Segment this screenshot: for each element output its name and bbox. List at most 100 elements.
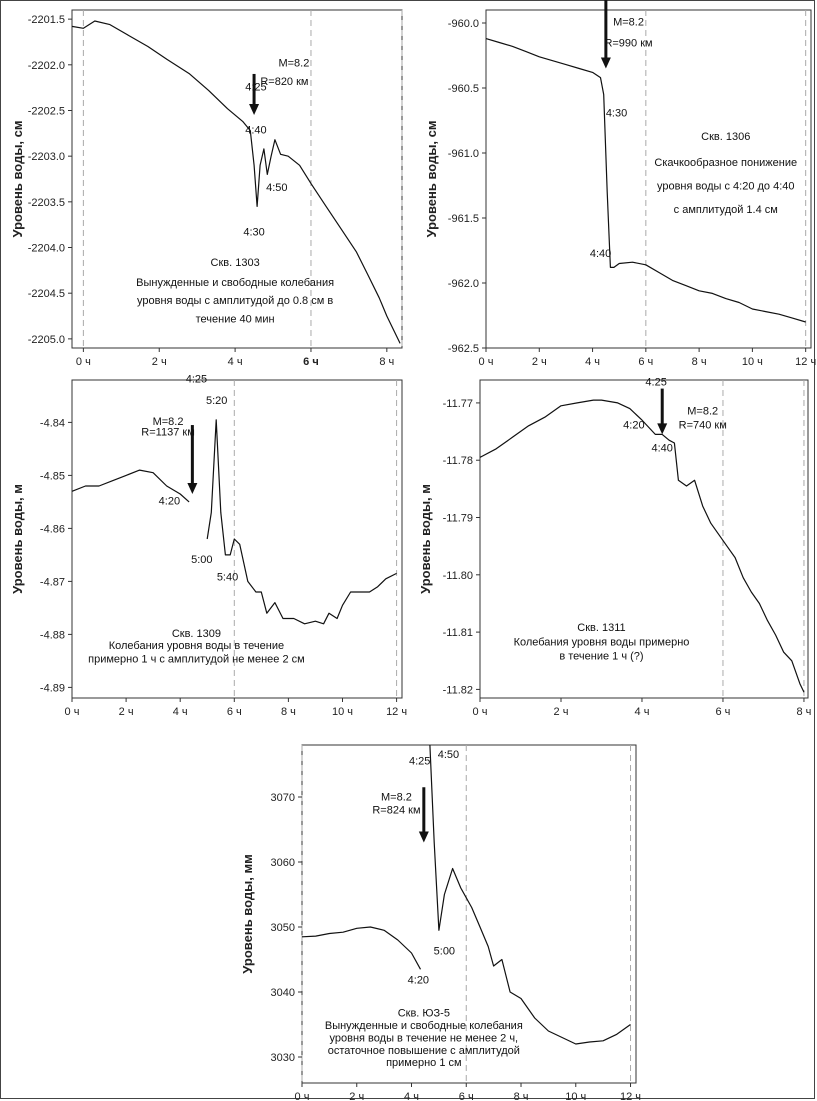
annotation-label: R=740 км bbox=[679, 420, 727, 432]
y-tick-label: -2202.0 bbox=[28, 60, 65, 72]
annotation-label: R=820 км bbox=[260, 76, 308, 88]
plot-area bbox=[71, 379, 403, 699]
annotation-label: течение 40 мин bbox=[196, 313, 275, 325]
x-tick-label: 2 ч bbox=[532, 356, 547, 368]
x-tick-label: 6 ч bbox=[638, 356, 653, 368]
y-axis-label: Уровень воды, м bbox=[10, 484, 25, 594]
annotation-label: 4:50 bbox=[266, 182, 287, 194]
series-line bbox=[301, 926, 422, 970]
x-tick-label: 4 ч bbox=[404, 1091, 419, 1101]
y-tick-label: -960.0 bbox=[448, 18, 479, 30]
annotation-label: Скв. 1309 bbox=[172, 628, 221, 640]
y-tick-label: -2201.5 bbox=[28, 14, 65, 26]
plot-area bbox=[71, 9, 403, 349]
annotation-label: 4:20 bbox=[408, 975, 429, 987]
x-tick-label: 4 ч bbox=[635, 706, 650, 718]
annotation-label: Скв. 1306 bbox=[701, 131, 750, 143]
annotation-label: Скачкообразное понижение bbox=[654, 157, 797, 169]
annotation-label: уровня воды с 4:20 до 4:40 bbox=[657, 180, 795, 192]
y-axis-label: Уровень воды, м bbox=[418, 484, 433, 594]
annotation-label: M=8.2 bbox=[381, 791, 412, 803]
x-tick-label: 8 ч bbox=[796, 706, 811, 718]
plot-area bbox=[485, 9, 812, 349]
annotation-label: уровня воды с амплитудой до 0.8 см в bbox=[137, 295, 333, 307]
x-tick-label: 2 ч bbox=[119, 706, 134, 718]
x-tick-label: 4 ч bbox=[585, 356, 600, 368]
x-tick-label: 12 ч bbox=[620, 1091, 641, 1101]
annotation-label: Скв. 1303 bbox=[211, 257, 260, 269]
event-arrow-head bbox=[187, 482, 198, 494]
event-arrow-head bbox=[600, 57, 611, 69]
x-tick-label: 0 ч bbox=[295, 1091, 310, 1101]
annotation-label: 5:20 bbox=[206, 395, 227, 407]
series-line bbox=[429, 744, 631, 1045]
series-line bbox=[71, 469, 190, 503]
annotation-label: Колебания уровня воды в течение bbox=[109, 640, 284, 652]
y-tick-label: -2203.0 bbox=[28, 151, 65, 163]
annotation-label: Вынужденные и свободные колебания bbox=[325, 1020, 523, 1032]
annotation-label: M=8.2 bbox=[278, 58, 309, 70]
y-tick-label: -961.0 bbox=[448, 148, 479, 160]
x-tick-label: 6 ч bbox=[716, 706, 731, 718]
y-tick-label: -11.79 bbox=[443, 513, 473, 525]
y-tick-label: -4.86 bbox=[40, 523, 65, 535]
series-line bbox=[71, 20, 401, 344]
series-line bbox=[485, 38, 806, 323]
annotation-label: 4:40 bbox=[652, 443, 673, 455]
annotation-label: 4:30 bbox=[243, 227, 264, 239]
y-tick-label: -4.88 bbox=[40, 629, 65, 641]
x-tick-label: 4 ч bbox=[228, 356, 243, 368]
annotation-label: примерно 1 см bbox=[386, 1057, 462, 1069]
annotation-label: 4:30 bbox=[606, 108, 627, 120]
chart-panel-uz5: 3070 3060 3050 3040 3030 0 ч 2 ч 4 ч 6 ч 8 ч 10 ч 1… bbox=[240, 744, 641, 1101]
x-tick-label: 6 ч bbox=[303, 356, 319, 368]
y-tick-label: -11.78 bbox=[443, 455, 473, 467]
chart-panel-1309: -4.84 -4.85 -4.86 -4.87 -4.88 -4.890 ч 2 ч 4 ч 6… bbox=[10, 374, 407, 718]
x-tick-label: 6 ч bbox=[459, 1091, 474, 1101]
annotation-label: Вынужденные и свободные колебания bbox=[136, 277, 334, 289]
y-tick-label: -11.81 bbox=[443, 627, 473, 639]
annotation-label: 4:25 bbox=[245, 81, 266, 93]
series-line bbox=[479, 399, 805, 693]
y-tick-label: -2204.0 bbox=[28, 243, 65, 255]
chart-panel-1311: -11.77 -11.78 -11.79 -11.80 -11.81 -11.820 ч 2… bbox=[418, 377, 811, 718]
annotation-label: Скв. ЮЗ-5 bbox=[398, 1008, 450, 1020]
y-tick-label: -2204.5 bbox=[28, 288, 65, 300]
x-tick-label: 12 ч bbox=[795, 356, 816, 368]
y-tick-label: -962.5 bbox=[448, 343, 479, 355]
x-tick-label: 10 ч bbox=[742, 356, 763, 368]
annotation-label: 5:00 bbox=[434, 945, 455, 957]
y-tick-label: -962.0 bbox=[448, 278, 479, 290]
annotation-label: 4:50 bbox=[438, 749, 459, 761]
chart-panel-1303: -2201.5 -2202.0 -2202.5 -2203.0 -2203.5 -2204… bbox=[10, 9, 403, 368]
y-tick-label: -960.5 bbox=[448, 83, 479, 95]
annotation-label: M=8.2 bbox=[153, 416, 184, 428]
annotation-label: 5:40 bbox=[217, 571, 238, 583]
annotation-label: с амплитудой 1.4 см bbox=[674, 204, 778, 216]
annotation-label: M=8.2 bbox=[613, 17, 644, 29]
x-tick-label: 10 ч bbox=[332, 706, 353, 718]
x-tick-label: 0 ч bbox=[473, 706, 488, 718]
annotation-label: R=824 км bbox=[372, 804, 420, 816]
annotation-label: M=8.2 bbox=[687, 405, 718, 417]
annotation-label: 5:00 bbox=[191, 554, 212, 566]
annotation-label: уровня воды в течение не менее 2 ч, bbox=[330, 1032, 519, 1044]
y-tick-label: -4.89 bbox=[40, 682, 65, 694]
x-tick-label: 8 ч bbox=[514, 1091, 529, 1101]
annotation-label: R=990 км bbox=[604, 37, 652, 49]
y-tick-label: -4.85 bbox=[40, 470, 65, 482]
x-tick-label: 6 ч bbox=[227, 706, 242, 718]
annotation-label: примерно 1 ч с амплитудой не менее 2 см bbox=[88, 653, 305, 665]
y-tick-label: 3050 bbox=[271, 922, 295, 934]
x-tick-label: 10 ч bbox=[565, 1091, 586, 1101]
y-tick-label: -2205.0 bbox=[28, 334, 65, 346]
annotation-label: Колебания уровня воды примерно bbox=[514, 636, 690, 648]
x-tick-label: 8 ч bbox=[281, 706, 296, 718]
annotation-label: 4:40 bbox=[590, 248, 611, 260]
y-tick-label: -4.87 bbox=[40, 576, 65, 588]
x-tick-label: 12 ч bbox=[386, 706, 407, 718]
x-tick-label: 2 ч bbox=[554, 706, 569, 718]
plot-area bbox=[301, 744, 637, 1084]
y-axis-label: Уровень воды, см bbox=[10, 121, 25, 238]
annotation-label: 4:25 bbox=[645, 377, 666, 389]
